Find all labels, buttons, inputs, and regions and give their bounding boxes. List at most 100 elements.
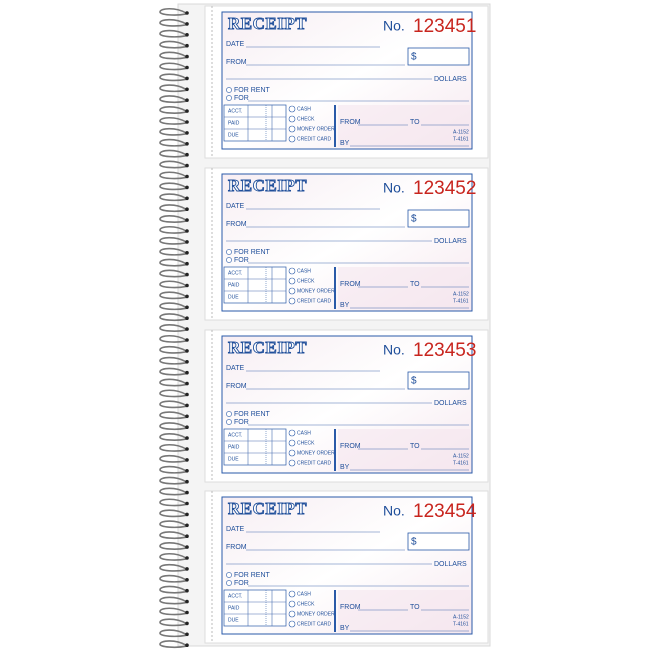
acct-label: ACCT. (228, 270, 242, 276)
spiral-ring (159, 291, 187, 300)
spiral-ring (159, 531, 187, 540)
checkbox (288, 610, 296, 618)
due-label: DUE (228, 617, 239, 623)
spiral-ring (159, 40, 187, 49)
spiral-ring (159, 596, 187, 605)
spiral-ring (159, 127, 187, 136)
for-rent-label: FOR RENT (234, 411, 271, 418)
spiral-ring (159, 84, 187, 93)
paid-label: PAID (228, 282, 240, 288)
spiral-ring (159, 498, 187, 507)
spiral-ring (159, 334, 187, 343)
checkbox (288, 297, 296, 305)
signature-area (338, 105, 470, 147)
spiral-ring (159, 487, 187, 496)
spiral-ring (159, 411, 187, 420)
payment-method: CASH (297, 591, 311, 597)
binding-hole (185, 545, 189, 549)
binding-hole (185, 22, 189, 26)
number-label: No. (383, 503, 405, 519)
binding-hole (185, 43, 189, 48)
spiral-ring (159, 585, 187, 594)
spiral-ring (159, 367, 187, 376)
from-label: FROM (226, 544, 247, 551)
spiral-ring (159, 7, 187, 16)
binding-hole (185, 283, 189, 288)
due-label: DUE (228, 132, 239, 138)
spiral-ring (159, 106, 187, 114)
receipt-title: RECEIPT (228, 338, 307, 357)
to-label: TO (410, 119, 420, 126)
from-period-label: FROM (340, 443, 361, 450)
binding-hole (185, 523, 189, 528)
spiral-ring (159, 400, 187, 409)
spiral-ring (159, 73, 187, 82)
binding-hole (185, 599, 189, 604)
spiral-ring (159, 356, 187, 365)
dollar-sign: $ (411, 214, 417, 225)
for-rent-label: FOR RENT (234, 87, 271, 94)
binding-hole (185, 381, 189, 386)
binding-hole (185, 469, 189, 473)
paid-label: PAID (228, 444, 240, 450)
spiral-ring (159, 62, 187, 71)
payment-method: MONEY ORDER (297, 126, 335, 132)
binding-hole (185, 98, 189, 102)
receipt-title: RECEIPT (228, 14, 307, 33)
binding-hole (185, 414, 189, 419)
receipt-title: RECEIPT (228, 499, 307, 518)
binding-hole (185, 185, 189, 190)
binding-hole (185, 479, 189, 484)
binding-hole (185, 240, 189, 244)
checkbox (288, 267, 296, 275)
from-period-label: FROM (340, 119, 361, 126)
number-label: No. (383, 180, 405, 196)
date-label: DATE (226, 41, 244, 48)
binding-hole (185, 272, 189, 277)
spiral-ring (159, 433, 187, 441)
spiral-ring (159, 258, 187, 267)
checkbox (226, 572, 232, 578)
binding-hole (185, 490, 189, 495)
dollars-label: DOLLARS (434, 238, 467, 245)
checkbox (288, 449, 296, 457)
amount-box (407, 209, 470, 228)
receipt-number: 123451 (413, 16, 476, 37)
payment-method: CHECK (297, 278, 315, 284)
account-grid (223, 104, 287, 142)
amount-box (407, 47, 470, 66)
checkbox (288, 125, 296, 133)
binding-hole (185, 33, 189, 37)
binding-hole (185, 567, 189, 571)
binding-hole (185, 229, 189, 233)
form-code: T-4161 (453, 460, 469, 466)
dollar-sign: $ (411, 537, 417, 548)
receipt-number: 123454 (413, 501, 477, 522)
binding-hole (185, 512, 189, 517)
binding-hole (185, 425, 189, 430)
for-rent-label: FOR RENT (234, 572, 271, 579)
due-label: DUE (228, 294, 239, 300)
to-label: TO (410, 604, 420, 611)
spiral-ring (159, 345, 187, 354)
checkbox (288, 287, 296, 295)
number-label: No. (383, 18, 405, 34)
spiral-ring (159, 574, 187, 583)
acct-label: ACCT. (228, 593, 242, 599)
spiral-ring (159, 116, 187, 125)
binding-hole (185, 109, 189, 113)
date-label: DATE (226, 526, 244, 533)
amount-box (407, 371, 470, 390)
checkbox (226, 249, 232, 255)
payment-method: CASH (297, 268, 311, 274)
payment-method: CASH (297, 106, 311, 112)
receipt-number: 123453 (413, 340, 476, 361)
receipt-number: 123452 (413, 178, 476, 199)
binding-hole (185, 610, 189, 615)
binding-hole (185, 11, 189, 15)
spiral-ring (159, 247, 187, 256)
by-label: BY (340, 140, 350, 147)
spiral-ring (159, 280, 187, 289)
spiral-ring (159, 204, 187, 213)
